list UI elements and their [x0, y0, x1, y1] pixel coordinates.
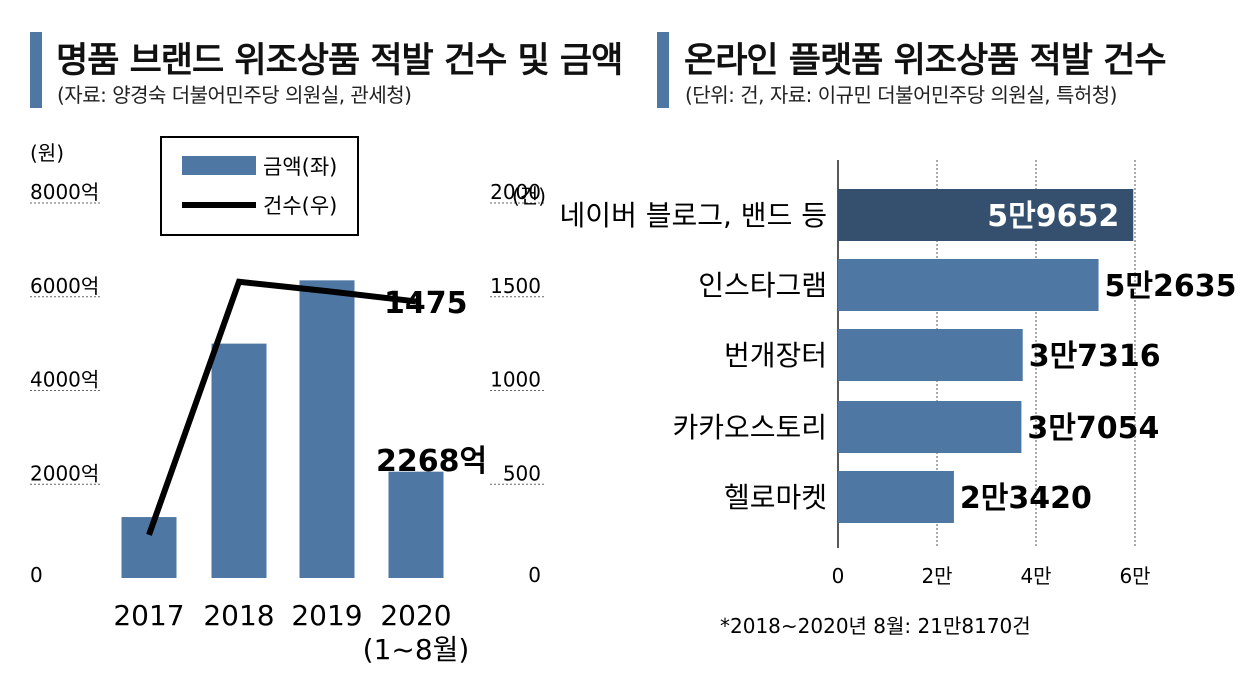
left-chart-title: 명품 브랜드 위조상품 적발 건수 및 금액 — [56, 41, 623, 81]
amount-bars — [121, 280, 444, 578]
platform-bar — [838, 401, 1022, 453]
right-tick-label: 1500 — [490, 274, 541, 298]
platform-bar — [838, 471, 954, 523]
platform-value-label: 5만9652 — [987, 199, 1119, 234]
platform-category-label: 헬로마켓 — [724, 481, 827, 514]
platform-value-labels: 5만9652 5만2635 3만7316 3만7054 2만3420 — [960, 199, 1237, 516]
left-tick-label: 0 — [30, 563, 43, 587]
left-x-label: 2017 — [113, 599, 184, 632]
platform-value-label: 3만7054 — [1027, 411, 1159, 446]
left-combo-chart: (원) (건) 8000억 6000억 4000억 2000억 0 2000 1500 10… — [30, 136, 546, 666]
legend-amount-swatch — [182, 156, 256, 175]
left-x-label: 2020 — [380, 599, 451, 632]
left-tick-label: 2000억 — [30, 461, 99, 485]
legend-box — [160, 136, 359, 236]
right-tick-label: 0 — [528, 563, 541, 587]
platform-category-label: 카카오스토리 — [672, 411, 827, 444]
left-legend: 금액(좌) 건수(우) — [160, 136, 359, 236]
right-axis-unit: (건) — [512, 184, 546, 208]
amount-bar — [388, 471, 444, 578]
platform-x-tick: 0 — [832, 564, 845, 588]
legend-count-label: 건수(우) — [263, 194, 337, 218]
count-annotation: 1475 — [384, 286, 468, 321]
left-x-label: 2019 — [291, 599, 362, 632]
right-tick-label: 500 — [503, 461, 541, 485]
platform-value-label: 5만2635 — [1105, 269, 1237, 304]
platform-x-tick: 6만 — [1119, 564, 1150, 588]
platform-bars — [838, 189, 1134, 523]
platform-category-label: 인스타그램 — [698, 269, 827, 302]
left-gridlines — [30, 202, 545, 485]
amount-bar — [299, 280, 355, 578]
amount-annotation: 2268억 — [376, 444, 487, 479]
platform-value-label: 3만7316 — [1029, 339, 1161, 374]
left-x-labels: 2017 2018 2019 2020(1~8월) — [113, 599, 469, 666]
left-tick-label: 4000억 — [30, 368, 99, 392]
left-axis-ticks: 8000억 6000억 4000억 2000억 0 — [30, 180, 99, 587]
left-chart-source: (자료: 양경숙 더불어민주당 의원실, 관세청) — [57, 83, 412, 107]
platform-x-tick: 4만 — [1020, 564, 1051, 588]
left-title-bar — [30, 32, 42, 108]
right-axis-ticks: 2000 1500 1000 500 0 — [490, 180, 541, 587]
platform-bar — [838, 259, 1099, 311]
right-chart-title: 온라인 플랫폼 위조상품 적발 건수 — [684, 41, 1167, 81]
platform-x-ticks: 0 2만 4만 6만 — [832, 564, 1151, 588]
count-line — [146, 278, 417, 536]
platform-category-label: 네이버 블로그, 밴드 등 — [560, 199, 827, 232]
right-tick-label: 2000 — [490, 180, 541, 204]
left-tick-label: 8000억 — [30, 180, 99, 204]
left-x-label: (1~8월) — [363, 633, 470, 666]
left-axis-unit: (원) — [30, 141, 64, 165]
legend-count-swatch — [182, 202, 256, 208]
right-chart-source: (단위: 건, 자료: 이규민 더불어민주당 의원실, 특허청) — [685, 83, 1117, 107]
platform-x-tick: 2만 — [921, 564, 952, 588]
platform-bar — [838, 189, 1134, 241]
left-x-label: 2018 — [203, 599, 274, 632]
platform-footnote: *2018~2020년 8월: 21만8170건 — [720, 614, 1031, 638]
amount-bar — [211, 343, 267, 578]
platform-category-label: 번개장터 — [724, 339, 827, 372]
legend-amount-label: 금액(좌) — [263, 155, 337, 179]
right-tick-label: 1000 — [490, 368, 541, 392]
platform-value-label: 2만3420 — [960, 481, 1092, 516]
right-title-bar — [657, 32, 669, 108]
platform-bar — [838, 329, 1023, 381]
left-tick-label: 6000억 — [30, 274, 99, 298]
